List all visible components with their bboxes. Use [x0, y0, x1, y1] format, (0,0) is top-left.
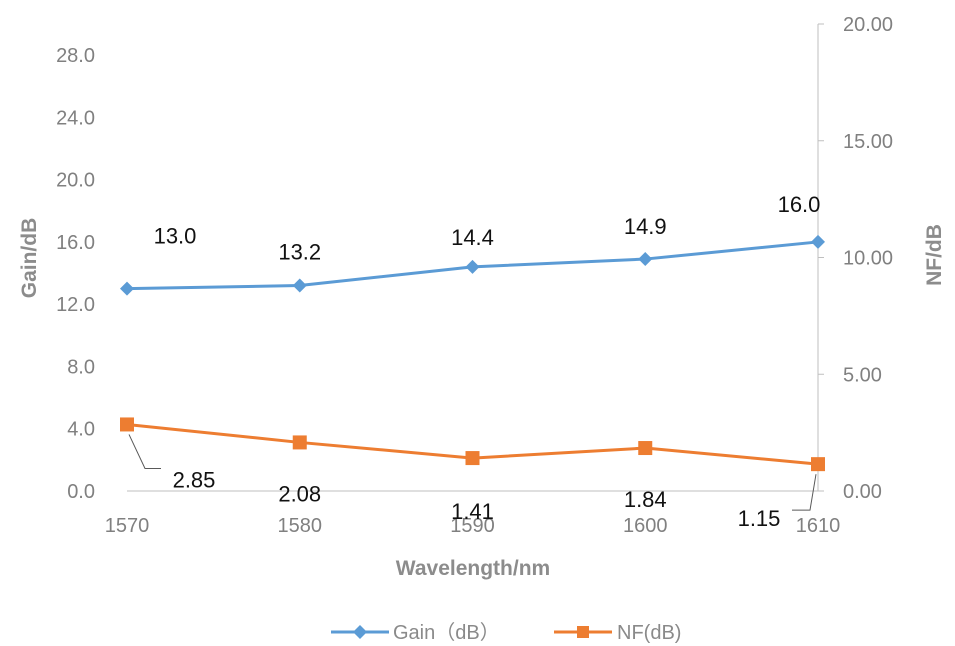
y-axis-ticks: 0.0 4.0 8.0 12.0 16.0 20.0 24.0 28.0 [56, 45, 95, 503]
y2-tick-label: 20.00 [843, 14, 893, 36]
y2-tick-label: 15.00 [843, 131, 893, 153]
legend: Gain（dB） NF(dB) [331, 621, 681, 644]
nf-leader-line [792, 474, 817, 511]
y-tick-label: 12.0 [56, 294, 95, 316]
y-tick-label: 4.0 [67, 419, 95, 441]
legend-item-nf: NF(dB) [554, 622, 681, 644]
nf-point-marker [638, 441, 653, 456]
x-tick-label: 1600 [623, 515, 668, 537]
nf-point-marker [811, 457, 825, 472]
gain-data-label: 14.4 [451, 225, 494, 250]
legend-item-gain: Gain（dB） [331, 621, 500, 644]
gain-point-marker [465, 259, 480, 274]
gain-data-label: 16.0 [778, 192, 821, 217]
y2-axis-title: NF/dB [923, 224, 946, 286]
nf-point-marker [120, 417, 134, 432]
legend-nf-label: NF(dB) [617, 622, 681, 644]
x-tick-label: 1580 [278, 515, 323, 537]
y2-tick-label: 5.00 [843, 364, 882, 386]
nf-point-marker [292, 435, 307, 450]
legend-gain-label: Gain（dB） [393, 621, 500, 644]
nf-data-label: 2.85 [173, 467, 216, 492]
x-tick-label: 1570 [105, 515, 150, 537]
x-axis-title: Wavelength/nm [396, 557, 550, 580]
legend-gain-marker [353, 625, 367, 639]
gain-point-marker [811, 234, 825, 249]
x-tick-label: 1610 [796, 515, 841, 537]
nf-data-label: 1.84 [624, 487, 667, 512]
nf-data-label: 1.15 [738, 506, 781, 531]
nf-data-label: 2.08 [278, 481, 321, 506]
legend-nf-marker [577, 626, 589, 638]
y2-tick-label: 0.00 [843, 481, 882, 503]
y-tick-label: 8.0 [67, 356, 95, 378]
gain-point-marker [120, 281, 134, 296]
y2-tick-label: 10.00 [843, 248, 893, 270]
nf-leader-line [128, 434, 161, 469]
nf-data-label: 1.41 [451, 499, 494, 524]
leader-lines [128, 434, 817, 511]
series-layer [120, 234, 825, 472]
x-tick-label: 1590 [450, 515, 495, 537]
x-axis-ticks: 1570 1580 1590 1600 1610 [105, 515, 841, 537]
nf-point-marker [465, 451, 480, 466]
y-tick-label: 20.0 [56, 170, 95, 192]
y-tick-label: 28.0 [56, 45, 95, 67]
y-tick-label: 16.0 [56, 232, 95, 254]
y2-axis-ticks: 0.00 5.00 10.00 15.00 20.00 [818, 14, 893, 503]
gain-point-marker [292, 278, 307, 293]
y-axis-title: Gain/dB [18, 218, 41, 299]
data-labels: 13.0 13.2 14.4 14.9 16.0 2.85 2.08 1.41 1.84 1.15 [154, 192, 821, 531]
y-tick-label: 0.0 [67, 481, 95, 503]
y-tick-label: 24.0 [56, 107, 95, 129]
axes [127, 24, 819, 492]
gain-data-label: 13.0 [154, 224, 197, 249]
gain-point-marker [638, 252, 653, 267]
gain-data-label: 14.9 [624, 214, 667, 239]
gain-data-label: 13.2 [278, 240, 321, 265]
